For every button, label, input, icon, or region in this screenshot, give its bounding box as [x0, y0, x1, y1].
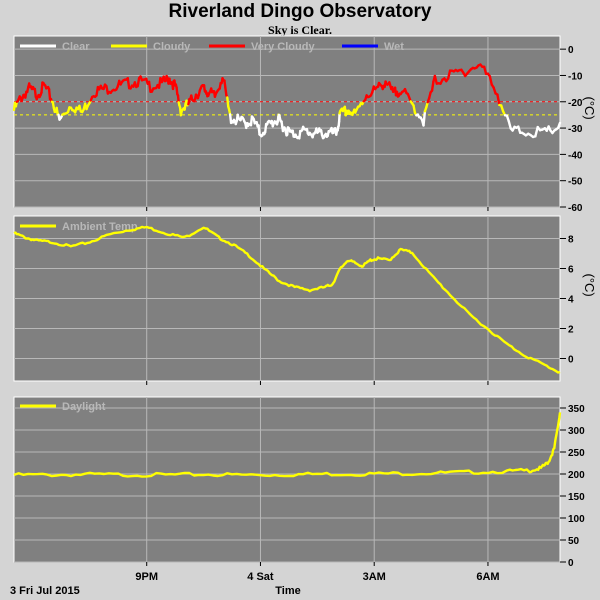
- y-tick-label: 4: [568, 295, 574, 306]
- data-segment: [496, 93, 501, 107]
- data-segment: [412, 104, 417, 115]
- data-segment: [482, 65, 488, 76]
- legend-entry: Very Cloudy: [251, 41, 315, 53]
- plot-area: [13, 396, 561, 563]
- y-tick-label: -20: [568, 98, 583, 109]
- panel-daylight: 350 300 250 200 150 100 50 0 Daylight: [13, 396, 585, 569]
- y-tick-label: 300: [568, 426, 585, 437]
- plot-area: [13, 35, 561, 208]
- chart-subtitle: Sky is Clear.: [268, 23, 332, 37]
- y-tick-label: 100: [568, 514, 585, 525]
- data-segment: [488, 75, 493, 86]
- x-date-label: 3 Fri Jul 2015: [10, 585, 80, 597]
- data-segment: [534, 125, 539, 138]
- data-segment: [446, 69, 452, 80]
- x-tick-label: 4 Sat: [247, 571, 274, 583]
- x-axis: 9PM 4 Sat 3AM 6AM 3 Fri Jul 2015 Time: [10, 571, 500, 597]
- y-tick-label: 6: [568, 265, 574, 276]
- y-tick-label: 2: [568, 325, 574, 336]
- y-tick-label: 0: [568, 558, 574, 569]
- data-segment: [33, 87, 38, 99]
- legend-entry: Cloudy: [153, 41, 191, 53]
- data-segment: [556, 121, 562, 130]
- y-tick-label: 0: [568, 45, 574, 56]
- y-tick-label: -50: [568, 177, 583, 188]
- legend-entry: Daylight: [62, 401, 106, 413]
- y-unit-label: (°C): [582, 274, 597, 297]
- legend-entry: Clear: [62, 41, 90, 53]
- y-tick-label: -10: [568, 71, 583, 82]
- data-segment: [126, 77, 131, 90]
- x-axis-label: Time: [275, 585, 300, 597]
- data-segment: [223, 79, 227, 90]
- data-segment: [147, 80, 152, 93]
- data-segment: [136, 76, 141, 88]
- y-tick-label: 0: [568, 355, 574, 366]
- data-segment: [257, 124, 261, 136]
- y-tick-label: -30: [568, 124, 583, 135]
- data-segment: [47, 87, 52, 101]
- legend-entry: Ambient Temp: [62, 221, 138, 233]
- data-segment: [507, 120, 512, 130]
- y-tick-label: 350: [568, 404, 585, 415]
- y-tick-label: 150: [568, 492, 585, 503]
- x-tick-label: 6AM: [476, 571, 499, 583]
- x-tick-label: 3AM: [363, 571, 386, 583]
- y-tick-label: -40: [568, 150, 583, 161]
- panel-sky: 0 -10 -20 -30 -40 -50 -60 (°C) Clear Cloudy Very C…: [12, 35, 597, 214]
- legend-entry: Wet: [384, 41, 404, 53]
- y-tick-label: 8: [568, 235, 574, 246]
- data-segment: [433, 74, 438, 85]
- data-segment: [422, 110, 427, 127]
- data-segment: [40, 81, 44, 94]
- chart-title: Riverland Dingo Observatory: [168, 1, 432, 22]
- x-tick-label: 9PM: [135, 571, 158, 583]
- data-segment: [226, 96, 230, 108]
- series-line: [13, 412, 562, 478]
- y-tick-label: 200: [568, 470, 585, 481]
- series-line: [13, 225, 561, 374]
- y-tick-label: -60: [568, 203, 583, 214]
- panel-ambient: 8 6 4 2 0 (°C) Ambient Temp: [13, 215, 597, 385]
- y-tick-label: 50: [568, 536, 580, 547]
- data-segment: [298, 129, 302, 140]
- y-unit-label: (°C): [582, 97, 597, 120]
- data-segment: [430, 80, 435, 92]
- data-segment: [263, 122, 268, 134]
- y-tick-label: 250: [568, 448, 585, 459]
